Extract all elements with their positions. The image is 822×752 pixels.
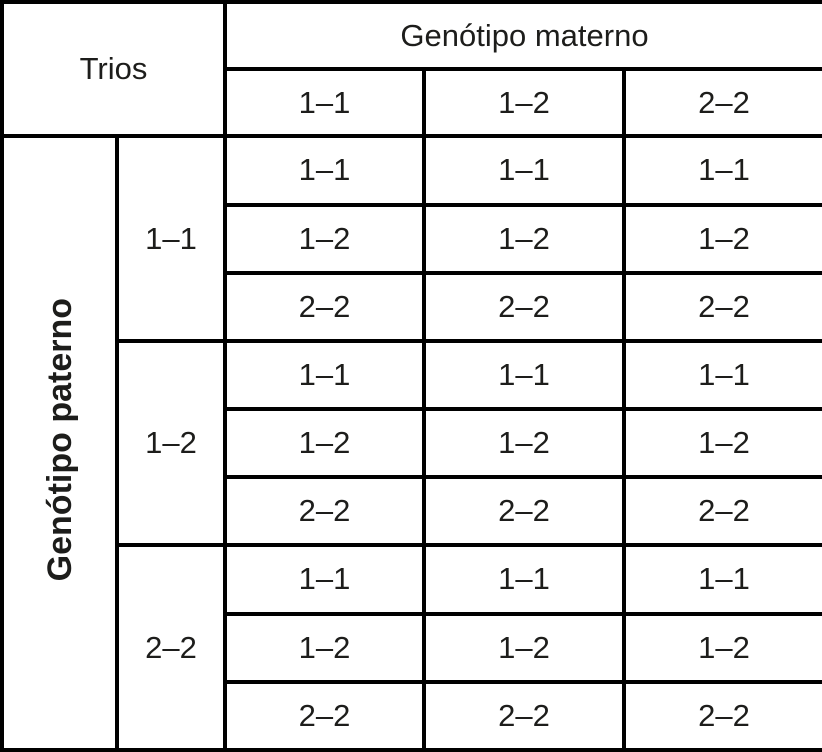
child-genotype-cell: 1–1: [223, 134, 426, 207]
father-genotype-2-2: 2–2: [115, 543, 227, 752]
child-genotype-cell: 2–2: [621, 270, 822, 343]
maternal-genotype-col-1-2: 1–2: [422, 67, 626, 139]
child-genotype-cell: 1–2: [223, 611, 426, 684]
trios-header: Trios: [0, 0, 227, 139]
child-genotype-cell: 1–2: [223, 202, 426, 275]
child-genotype-cell: 2–2: [422, 679, 626, 752]
child-genotype-cell: 2–2: [223, 475, 426, 548]
child-genotype-cell: 1–1: [621, 543, 822, 616]
father-genotype-1-1: 1–1: [115, 134, 227, 343]
paternal-genotype-header: Genótipo paterno: [0, 134, 119, 752]
child-genotype-cell: 1–2: [223, 407, 426, 480]
child-genotype-cell: 1–1: [621, 338, 822, 412]
child-genotype-cell: 1–1: [621, 134, 822, 207]
child-genotype-cell: 1–2: [621, 407, 822, 480]
child-genotype-cell: 1–1: [422, 543, 626, 616]
child-genotype-cell: 1–1: [422, 134, 626, 207]
child-genotype-cell: 2–2: [621, 679, 822, 752]
child-genotype-cell: 2–2: [621, 475, 822, 548]
child-genotype-cell: 2–2: [223, 679, 426, 752]
child-genotype-cell: 1–2: [422, 611, 626, 684]
child-genotype-cell: 1–1: [422, 338, 626, 412]
father-genotype-1-2: 1–2: [115, 338, 227, 548]
child-genotype-cell: 1–2: [621, 202, 822, 275]
child-genotype-cell: 1–1: [223, 338, 426, 412]
maternal-genotype-col-1-1: 1–1: [223, 67, 426, 139]
child-genotype-cell: 1–2: [422, 407, 626, 480]
child-genotype-cell: 1–2: [422, 202, 626, 275]
child-genotype-cell: 2–2: [422, 270, 626, 343]
child-genotype-cell: 1–2: [621, 611, 822, 684]
child-genotype-cell: 1–1: [223, 543, 426, 616]
child-genotype-cell: 2–2: [422, 475, 626, 548]
maternal-genotype-col-2-2: 2–2: [621, 67, 822, 139]
paternal-genotype-label: Genótipo paterno: [40, 297, 79, 581]
child-genotype-cell: 2–2: [223, 270, 426, 343]
maternal-genotype-header: Genótipo materno: [222, 0, 822, 72]
